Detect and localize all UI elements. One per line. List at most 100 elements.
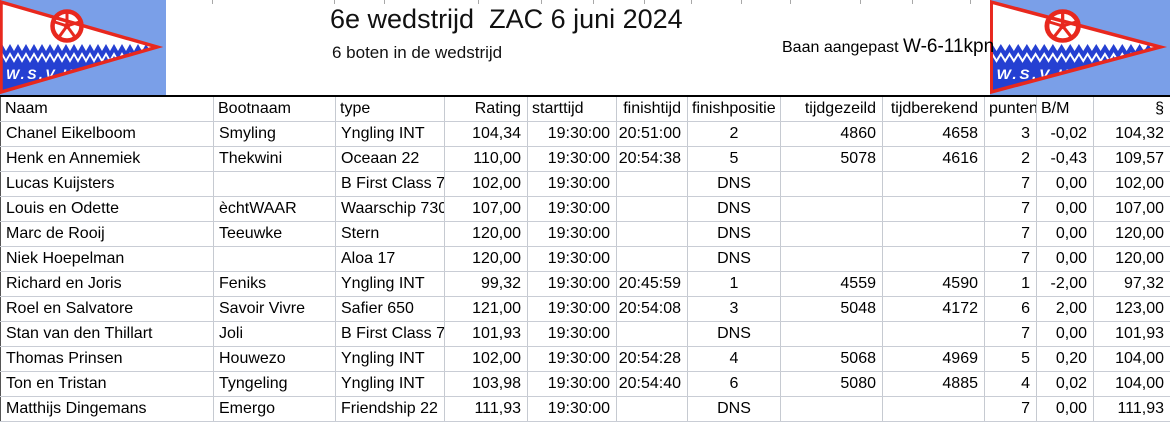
table-cell: 0,00 bbox=[1036, 246, 1094, 272]
table-cell: Aloa 17 bbox=[335, 246, 445, 272]
table-cell: 121,00 bbox=[444, 296, 528, 322]
table-cell bbox=[213, 171, 336, 197]
table-cell bbox=[780, 246, 883, 272]
table-cell: 4172 bbox=[882, 296, 985, 322]
table-cell: Smyling bbox=[213, 121, 336, 147]
table-cell: B First Class 7 bbox=[335, 321, 445, 347]
table-cell: 0,02 bbox=[1036, 371, 1094, 397]
table-cell: 4885 bbox=[882, 371, 985, 397]
table-cell: 4616 bbox=[882, 146, 985, 172]
column-header--: § bbox=[1093, 96, 1170, 122]
table-cell: DNS bbox=[687, 396, 781, 422]
table-row: Ton en Tristan Tyngeling Yngling INT 103,98… bbox=[0, 371, 1170, 397]
table-cell: 99,32 bbox=[444, 271, 528, 297]
wsvh-burgee-logo-left: W.S.V.H. bbox=[0, 0, 166, 95]
table-cell: 20:45:59 bbox=[616, 271, 688, 297]
table-cell: Yngling INT bbox=[335, 271, 445, 297]
results-table: Naam Bootnaam type Rating starttijd finishtij… bbox=[0, 95, 1170, 422]
gridline-tick bbox=[593, 0, 594, 4]
column-header-starttijd: starttijd bbox=[527, 96, 617, 122]
table-cell: 0,00 bbox=[1036, 196, 1094, 222]
table-cell: 102,00 bbox=[444, 346, 528, 372]
table-cell: Friendship 22 bbox=[335, 396, 445, 422]
table-cell: 19:30:00 bbox=[527, 321, 617, 347]
table-cell: 103,98 bbox=[444, 371, 528, 397]
table-cell: 104,00 bbox=[1093, 346, 1170, 372]
table-cell bbox=[780, 221, 883, 247]
table-row: Louis en Odette èchtWAAR Waarschip 730 107,… bbox=[0, 196, 1170, 222]
table-cell: 0,00 bbox=[1036, 171, 1094, 197]
table-cell: 0,00 bbox=[1036, 396, 1094, 422]
table-cell: 104,34 bbox=[444, 121, 528, 147]
gridline-tick bbox=[691, 0, 692, 4]
table-cell bbox=[882, 221, 985, 247]
column-header-tijdgezeild: tijdgezeild bbox=[780, 96, 883, 122]
table-cell: 4 bbox=[984, 371, 1037, 397]
table-cell: èchtWAAR bbox=[213, 196, 336, 222]
table-cell: 20:54:40 bbox=[616, 371, 688, 397]
table-cell: 19:30:00 bbox=[527, 346, 617, 372]
table-row: Chanel Eikelboom Smyling Yngling INT 104,34… bbox=[0, 121, 1170, 147]
table-cell: 120,00 bbox=[444, 221, 528, 247]
table-cell bbox=[882, 396, 985, 422]
table-cell bbox=[882, 196, 985, 222]
table-cell bbox=[616, 321, 688, 347]
table-cell: Safier 650 bbox=[335, 296, 445, 322]
table-cell: 3 bbox=[984, 121, 1037, 147]
column-header-b-m: B/M bbox=[1036, 96, 1094, 122]
table-cell: 19:30:00 bbox=[527, 196, 617, 222]
table-cell: 102,00 bbox=[1093, 171, 1170, 197]
table-cell: 19:30:00 bbox=[527, 246, 617, 272]
table-cell: 1 bbox=[984, 271, 1037, 297]
table-cell: 20:54:28 bbox=[616, 346, 688, 372]
table-cell: 111,93 bbox=[1093, 396, 1170, 422]
table-head: Naam Bootnaam type Rating starttijd finishtij… bbox=[0, 96, 1170, 122]
table-row: Henk en Annemiek Thekwini Oceaan 22 110,00 1… bbox=[0, 146, 1170, 172]
table-cell: 109,57 bbox=[1093, 146, 1170, 172]
table-body: Chanel Eikelboom Smyling Yngling INT 104,34… bbox=[0, 121, 1170, 422]
table-cell: DNS bbox=[687, 196, 781, 222]
table-cell: DNS bbox=[687, 246, 781, 272]
gridline-tick bbox=[384, 0, 385, 4]
header-row: Naam Bootnaam type Rating starttijd finishtij… bbox=[0, 96, 1170, 122]
table-cell: 0,00 bbox=[1036, 321, 1094, 347]
ship-wheel-icon bbox=[1044, 9, 1081, 43]
table-cell: 107,00 bbox=[1093, 196, 1170, 222]
course-note: Baan aangepast W-6-11kpn bbox=[782, 36, 994, 58]
table-cell: -0,02 bbox=[1036, 121, 1094, 147]
table-cell: B First Class 7 bbox=[335, 171, 445, 197]
table-cell bbox=[616, 246, 688, 272]
column-header-type: type bbox=[335, 96, 445, 122]
table-cell bbox=[882, 321, 985, 347]
table-cell: Feniks bbox=[213, 271, 336, 297]
gridline-tick bbox=[741, 0, 742, 4]
table-cell bbox=[616, 171, 688, 197]
table-cell: 4590 bbox=[882, 271, 985, 297]
table-cell: 19:30:00 bbox=[527, 121, 617, 147]
table-row: Stan van den Thillart Joli B First Class 7… bbox=[0, 321, 1170, 347]
column-header-bootnaam: Bootnaam bbox=[213, 96, 336, 122]
table-cell: 7 bbox=[984, 171, 1037, 197]
table-cell: 7 bbox=[984, 221, 1037, 247]
table-cell bbox=[882, 171, 985, 197]
table-cell: 107,00 bbox=[444, 196, 528, 222]
table-row: Richard en Joris Feniks Yngling INT 99,32 19… bbox=[0, 271, 1170, 297]
gridline-tick bbox=[644, 0, 645, 4]
table-cell: Thekwini bbox=[213, 146, 336, 172]
table-row: Matthijs Dingemans Emergo Friendship 22 111… bbox=[0, 396, 1170, 422]
table-cell: 101,93 bbox=[1093, 321, 1170, 347]
table-cell: 7 bbox=[984, 321, 1037, 347]
gridline-tick bbox=[478, 0, 479, 4]
table-cell: 4969 bbox=[882, 346, 985, 372]
ship-wheel-icon bbox=[50, 9, 84, 43]
table-cell: 2 bbox=[984, 146, 1037, 172]
table-cell: Tyngeling bbox=[213, 371, 336, 397]
table-cell: Joli bbox=[213, 321, 336, 347]
table-cell: Stan van den Thillart bbox=[0, 321, 214, 347]
table-cell: 5068 bbox=[780, 346, 883, 372]
table-cell: Yngling INT bbox=[335, 346, 445, 372]
table-cell: 19:30:00 bbox=[527, 271, 617, 297]
table-cell: Chanel Eikelboom bbox=[0, 121, 214, 147]
table-cell bbox=[616, 396, 688, 422]
